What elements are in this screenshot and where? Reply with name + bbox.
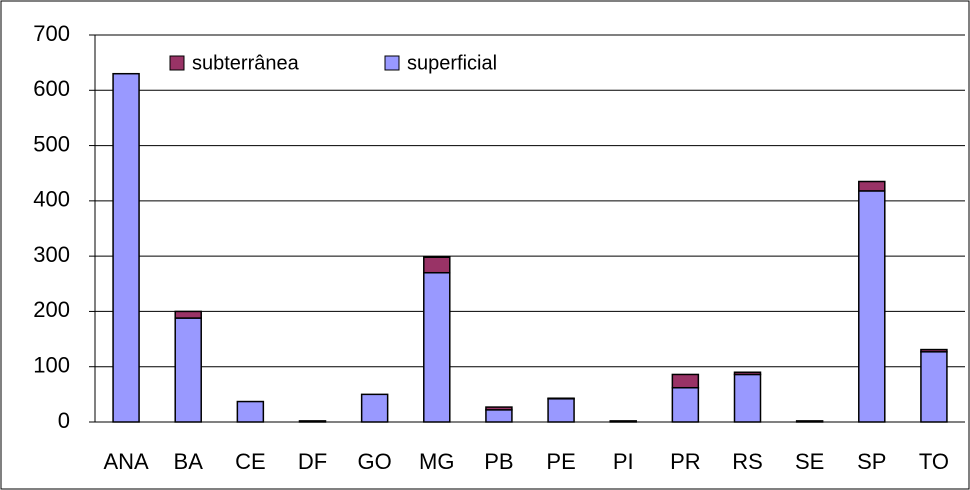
bar-segment <box>671 373 700 389</box>
legend-swatch <box>384 55 400 71</box>
y-tick-label: 200 <box>33 297 70 322</box>
x-tick-label: GO <box>358 449 392 474</box>
bar-segment <box>112 72 140 423</box>
bar-segment <box>733 373 762 423</box>
bar-segment <box>174 317 202 423</box>
bar-segment <box>360 393 389 423</box>
bar-segment <box>920 348 948 353</box>
y-tick-label: 400 <box>33 187 70 212</box>
x-tick-label: PE <box>546 449 575 474</box>
bar-segment <box>423 271 451 423</box>
legend-label: subterrânea <box>192 52 300 74</box>
bar-segment <box>733 371 762 376</box>
y-tick-label: 0 <box>58 408 70 433</box>
bar-segment <box>174 310 202 319</box>
x-tick-label: PB <box>484 449 513 474</box>
y-tick-label: 600 <box>33 76 70 101</box>
y-tick-label: 500 <box>33 131 70 156</box>
y-tick-label: 100 <box>33 353 70 378</box>
bar-segment <box>858 190 886 423</box>
legend-swatch <box>169 55 185 71</box>
legend: subterrânea superficial <box>169 52 497 74</box>
x-tick-label: PI <box>613 449 634 474</box>
x-tick-label: SP <box>857 449 886 474</box>
bar-segment <box>547 397 575 400</box>
x-tick-label: SE <box>795 449 824 474</box>
x-tick-label: PR <box>670 449 701 474</box>
legend-label: superficial <box>407 52 497 74</box>
bar-segment <box>609 420 637 423</box>
bar-segment <box>423 256 451 274</box>
bar-segment <box>671 386 700 423</box>
x-tick-label: CE <box>235 449 266 474</box>
x-tick-label: TO <box>919 449 949 474</box>
y-tick-label: 700 <box>33 21 70 46</box>
x-tick-label: BA <box>174 449 204 474</box>
x-tick-label: ANA <box>103 449 149 474</box>
bar-segment <box>547 398 575 423</box>
bar-segment <box>485 409 513 423</box>
x-tick-label: DF <box>298 449 327 474</box>
bar-segment <box>858 180 886 192</box>
x-tick-label: MG <box>419 449 454 474</box>
bar-segment <box>485 406 513 411</box>
x-tick-label: RS <box>732 449 763 474</box>
bar-segment <box>795 420 824 423</box>
bar-segment <box>298 420 327 423</box>
bar-segment <box>920 351 948 423</box>
y-tick-label: 300 <box>33 242 70 267</box>
bar-segment <box>236 400 265 423</box>
